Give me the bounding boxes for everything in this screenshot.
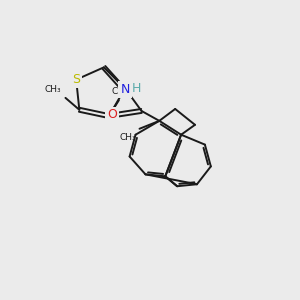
Text: S: S <box>72 73 80 86</box>
Text: O: O <box>107 108 117 122</box>
Text: N: N <box>119 83 129 96</box>
Text: N: N <box>121 82 130 96</box>
Text: CH₃: CH₃ <box>120 133 136 142</box>
Text: CH₃: CH₃ <box>112 87 128 96</box>
Text: CH₃: CH₃ <box>45 85 62 94</box>
Text: H: H <box>132 82 141 94</box>
